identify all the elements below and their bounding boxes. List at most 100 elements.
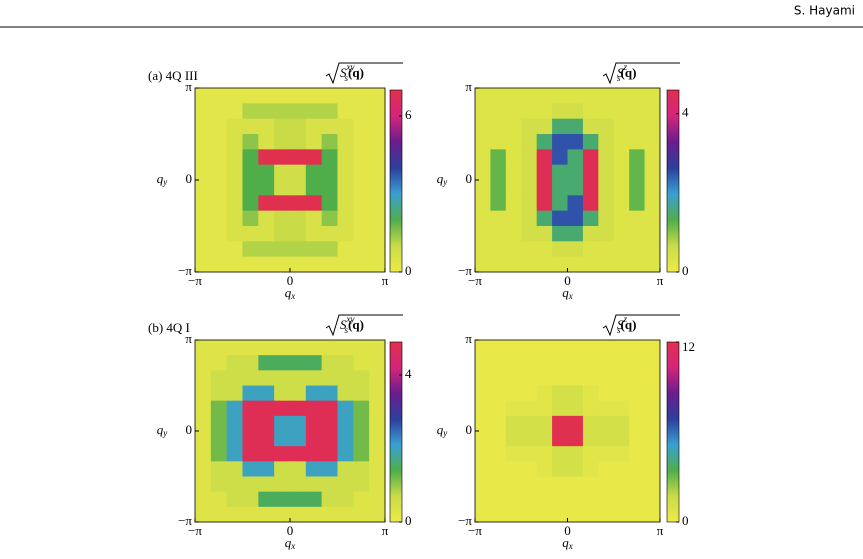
heatmap-cell	[305, 103, 323, 120]
heatmap-cell	[505, 476, 522, 493]
heatmap-cell	[321, 370, 338, 386]
heatmap-cell	[353, 103, 370, 120]
heatmap-cell	[475, 431, 491, 447]
heatmap-cell	[613, 385, 630, 402]
heatmap-cell	[490, 431, 507, 447]
heatmap-cell	[210, 400, 228, 417]
x-tick-label: 0	[564, 523, 571, 538]
heatmap-cell	[226, 118, 243, 135]
heatmap-cell	[321, 355, 338, 371]
heatmap-cell	[210, 370, 228, 386]
heatmap-cell	[258, 461, 275, 477]
heatmap-cell	[274, 88, 291, 104]
heatmap-cell	[598, 134, 615, 150]
heatmap-cell	[337, 415, 354, 432]
label-base: S	[340, 317, 347, 332]
heatmap-cell	[490, 491, 507, 508]
heatmap-cell	[210, 476, 228, 493]
heatmap-cell	[290, 385, 307, 402]
heatmap-cell	[552, 164, 568, 181]
heatmap-cell	[242, 355, 259, 371]
heatmap-cell	[582, 88, 599, 104]
axis-label: qx	[285, 535, 296, 551]
label-sup: xy	[346, 62, 355, 72]
heatmap-cell	[613, 415, 630, 432]
heatmap-cell	[582, 195, 599, 212]
heatmap-cell	[629, 210, 646, 227]
heatmap-cell	[582, 164, 599, 181]
heatmap-cell	[521, 241, 538, 258]
heatmap-cell	[567, 256, 584, 273]
heatmap-cell	[582, 241, 599, 258]
axis-label: qy	[157, 422, 168, 438]
heatmap-cell	[195, 134, 212, 150]
axis-label: qy	[437, 422, 448, 438]
heatmap-cell	[598, 241, 615, 258]
label-sub: y	[162, 177, 167, 187]
x-tick-label: 0	[287, 273, 294, 288]
heatmap-cell	[290, 256, 307, 273]
heatmap-cell	[195, 241, 212, 258]
panel-label: (a) 4Q III	[148, 68, 198, 83]
heatmap-cell	[321, 149, 338, 166]
heatmap-cell	[369, 256, 386, 273]
heatmap-cell	[290, 180, 307, 196]
heatmap-cell	[258, 134, 275, 150]
heatmap-cell	[505, 446, 522, 462]
heatmap-cell	[613, 461, 630, 477]
heatmap-cell	[337, 88, 354, 104]
heatmap-cell	[475, 491, 491, 508]
heatmap-cell	[258, 355, 275, 371]
heatmap-cell	[195, 400, 212, 417]
heatmap-cell	[613, 340, 630, 356]
heatmap-cell	[567, 103, 584, 120]
heatmap-cell	[337, 506, 354, 523]
heatmap-cell	[353, 355, 370, 371]
heatmap-cell	[629, 446, 646, 462]
heatmap-cell	[258, 195, 275, 212]
heatmap-cell	[210, 385, 228, 402]
heatmap-cell	[598, 431, 615, 447]
heatmap-cell	[305, 476, 323, 493]
heatmap-cell	[567, 370, 584, 386]
heatmap-cell	[644, 476, 661, 493]
heatmap-cell	[536, 431, 553, 447]
heatmap-cell	[644, 340, 661, 356]
heatmap-cell	[258, 491, 275, 508]
heatmap-cell	[552, 415, 568, 432]
heatmap-cell	[505, 385, 522, 402]
heatmap-cell	[567, 134, 584, 150]
heatmap-cell	[369, 446, 386, 462]
heatmap-cell	[613, 241, 630, 258]
heatmap-cell	[195, 226, 212, 242]
label-base: S	[340, 65, 347, 80]
heatmap-cell	[321, 210, 338, 227]
heatmap-cell	[195, 256, 212, 273]
heatmap-cell	[337, 210, 354, 227]
heatmap-cell	[353, 210, 370, 227]
heatmap-cell	[629, 461, 646, 477]
heatmap-cell	[210, 431, 228, 447]
heatmap-cell	[274, 340, 291, 356]
label-base: q	[157, 422, 164, 437]
heatmap-cell	[475, 149, 491, 166]
heatmap-cell	[226, 88, 243, 104]
heatmap-cell	[552, 256, 568, 273]
heatmap-cell	[321, 180, 338, 196]
heatmap-cell	[195, 103, 212, 120]
heatmap-cell	[337, 103, 354, 120]
heatmap-cell	[598, 88, 615, 104]
heatmap-cell	[195, 180, 212, 196]
heatmap-cell	[629, 103, 646, 120]
heatmap-cell	[242, 415, 259, 432]
heatmap-cell	[567, 210, 584, 227]
heatmap-cell	[305, 210, 323, 227]
heatmap-cell	[274, 241, 291, 258]
heatmap-cell	[210, 461, 228, 477]
heatmap-cell	[369, 491, 386, 508]
heatmap-cell	[505, 400, 522, 417]
heatmap-cell	[567, 431, 584, 447]
heatmap-cell	[490, 134, 507, 150]
heatmap-cell	[305, 226, 323, 242]
heatmap-cell	[567, 195, 584, 212]
